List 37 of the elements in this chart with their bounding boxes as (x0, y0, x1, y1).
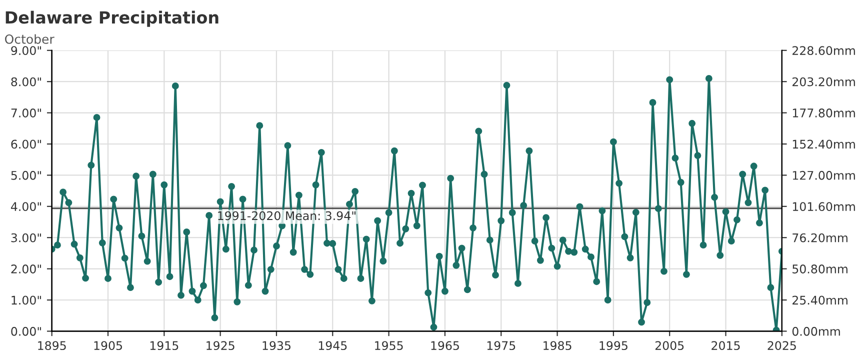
y2-tick-label: 152.40mm (792, 140, 855, 149)
y-tick-label: 2.00" (11, 264, 41, 274)
x-tick-label: 2005 (655, 341, 684, 350)
chart-subtitle: October (5, 34, 54, 44)
y-tick-label: 5.00" (11, 170, 41, 180)
y-tick-label: 6.00" (11, 140, 41, 149)
x-tick-label: 1965 (431, 341, 459, 350)
x-tick-label: 1925 (206, 341, 234, 350)
x-tick-label: 1975 (487, 341, 516, 350)
y-tick-label: 1.00" (12, 296, 41, 305)
chart-title: Delaware Precipitation (6, 10, 218, 27)
y2-tick-label: 50.80mm (792, 264, 848, 274)
x-tick-label: 1995 (600, 341, 628, 350)
y-tick-label: 9.00" (11, 46, 41, 56)
y2-tick-label: 25.40mm (792, 296, 848, 305)
y2-tick-label: 203.20mm (792, 77, 855, 86)
y2-tick-label: 127.00mm (792, 170, 855, 180)
y2-tick-label: 101.60mm (792, 202, 855, 212)
x-tick-label: 1985 (544, 341, 572, 350)
x-tick-label: 1895 (38, 341, 66, 350)
y-tick-label: 8.00" (11, 77, 41, 86)
x-tick-label: 1935 (262, 341, 290, 350)
x-tick-label: 2015 (712, 341, 740, 350)
y-tick-label: 7.00" (11, 108, 41, 118)
y-tick-label: 4.00" (10, 202, 41, 212)
x-tick-label: 1955 (375, 341, 403, 350)
x-tick-label: 1945 (318, 341, 347, 350)
x-tick-label: 2025 (768, 341, 796, 350)
x-tick-label: 1905 (94, 341, 122, 350)
y2-tick-label: 76.20mm (792, 233, 848, 242)
y2-tick-label: 177.80mm (792, 108, 855, 118)
y-tick-label: 3.00" (11, 233, 41, 242)
y2-tick-label: 0.00mm (792, 326, 840, 336)
y-tick-label: 0.00" (11, 326, 41, 336)
x-tick-label: 1915 (150, 341, 178, 350)
y2-tick-label: 228.60mm (792, 46, 855, 56)
ref-line-label: 1991-2020 Mean: 3.94" (218, 211, 356, 220)
